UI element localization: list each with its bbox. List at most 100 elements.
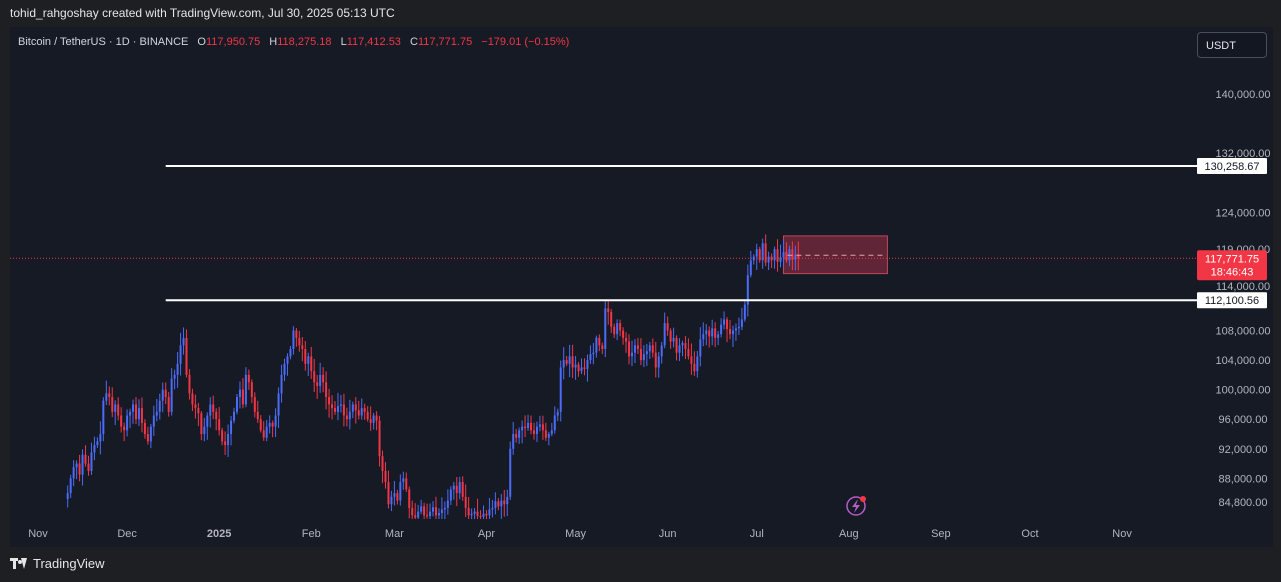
candle-body bbox=[342, 404, 345, 416]
candle-body bbox=[767, 256, 770, 263]
candle-body bbox=[737, 326, 740, 329]
candle-body bbox=[348, 411, 351, 420]
attribution-bar: tohid_rahgoshay created with TradingView… bbox=[0, 0, 1281, 27]
candle-body bbox=[259, 419, 262, 431]
candle-body bbox=[250, 382, 253, 398]
chart-area[interactable]: 140,000.00 132,000.00 124,000.00 119,000.00… bbox=[10, 27, 1273, 547]
candle-body bbox=[672, 337, 675, 342]
candle-body bbox=[233, 411, 236, 421]
level-price-label: 130,258.67 bbox=[1204, 161, 1259, 173]
candle-body bbox=[161, 389, 164, 401]
candle-body bbox=[149, 426, 152, 442]
candle-body bbox=[690, 356, 693, 364]
candle-body bbox=[176, 363, 179, 375]
candle-body bbox=[268, 422, 271, 427]
candle-body bbox=[440, 509, 443, 514]
candle-body bbox=[230, 420, 233, 434]
footer-bar: TradingView bbox=[0, 547, 1281, 582]
candle-body bbox=[723, 319, 726, 325]
current-price-tag bbox=[1197, 250, 1267, 281]
x-tick-label: Apr bbox=[478, 528, 495, 540]
candle-body bbox=[313, 371, 316, 383]
candle-body bbox=[530, 422, 533, 431]
candle-body bbox=[562, 360, 565, 368]
candle-body bbox=[253, 397, 256, 412]
candle-body bbox=[663, 323, 666, 346]
candle-body bbox=[75, 463, 78, 468]
candle-body bbox=[518, 430, 521, 438]
candle-body bbox=[654, 352, 657, 368]
candle-body bbox=[527, 422, 530, 429]
candles-group bbox=[66, 234, 800, 519]
lightning-alert-icon[interactable] bbox=[846, 496, 866, 516]
candle-body bbox=[375, 415, 378, 421]
candle-body bbox=[776, 249, 779, 262]
countdown-label: 18:46:43 bbox=[1211, 266, 1254, 278]
candle-body bbox=[553, 415, 556, 431]
candle-body bbox=[179, 345, 182, 364]
x-tick-label: Sep bbox=[931, 528, 951, 540]
close-value: 117,771.75 bbox=[417, 36, 473, 48]
candle-body bbox=[96, 441, 99, 446]
candle-body bbox=[140, 408, 143, 423]
candle-body bbox=[797, 254, 800, 259]
candle-body bbox=[705, 330, 708, 335]
candle-body bbox=[414, 515, 417, 518]
candle-body bbox=[235, 397, 238, 412]
candle-body bbox=[221, 430, 224, 442]
candle-body bbox=[411, 507, 414, 516]
candle-body bbox=[770, 256, 773, 261]
candle-body bbox=[702, 334, 705, 340]
candle-body bbox=[372, 415, 375, 423]
candlestick-chart[interactable]: 140,000.00132,000.00124,000.00119,000.00… bbox=[10, 27, 1273, 547]
candle-body bbox=[292, 330, 295, 349]
candle-body bbox=[224, 441, 227, 446]
candle-body bbox=[544, 430, 547, 438]
candle-body bbox=[714, 328, 717, 338]
candle-body bbox=[482, 513, 485, 517]
candle-body bbox=[711, 328, 714, 337]
candle-body bbox=[197, 408, 200, 414]
candle-body bbox=[334, 408, 336, 412]
candle-body bbox=[500, 500, 503, 507]
candle-body bbox=[123, 426, 126, 431]
candle-body bbox=[628, 341, 631, 357]
candle-body bbox=[420, 506, 423, 512]
candle-body bbox=[535, 426, 538, 434]
y-tick-label: 92,000.00 bbox=[1219, 444, 1268, 456]
candle-body bbox=[491, 507, 494, 510]
candle-body bbox=[446, 500, 449, 508]
candle-body bbox=[173, 374, 176, 379]
candle-body bbox=[363, 408, 366, 412]
candle-body bbox=[589, 354, 592, 361]
candle-body bbox=[393, 493, 396, 497]
candle-body bbox=[170, 378, 173, 412]
candle-body bbox=[794, 254, 797, 260]
candle-body bbox=[598, 337, 601, 346]
candle-body bbox=[289, 349, 292, 357]
candle-body bbox=[782, 252, 785, 258]
x-tick-label: Jul bbox=[750, 528, 764, 540]
candle-body bbox=[432, 507, 435, 512]
candle-body bbox=[791, 249, 794, 260]
candle-body bbox=[740, 319, 743, 327]
y-tick-label: 100,000.00 bbox=[1215, 385, 1270, 397]
candle-body bbox=[108, 393, 111, 398]
tradingview-logo-icon bbox=[10, 558, 28, 569]
candle-body bbox=[559, 367, 562, 412]
candle-body bbox=[164, 389, 167, 398]
candle-body bbox=[117, 404, 120, 416]
candle-body bbox=[381, 456, 384, 471]
candle-body bbox=[678, 345, 681, 353]
tradingview-logo[interactable]: TradingView bbox=[10, 556, 105, 571]
candle-body bbox=[458, 482, 461, 494]
candle-body bbox=[660, 345, 663, 357]
candle-body bbox=[429, 511, 432, 517]
candle-body bbox=[512, 434, 515, 449]
candle-body bbox=[604, 308, 607, 349]
currency-button[interactable]: USDT bbox=[1197, 32, 1267, 58]
candle-body bbox=[524, 426, 527, 429]
candle-body bbox=[274, 415, 277, 427]
candle-body bbox=[488, 509, 491, 516]
candle-body bbox=[378, 420, 381, 457]
